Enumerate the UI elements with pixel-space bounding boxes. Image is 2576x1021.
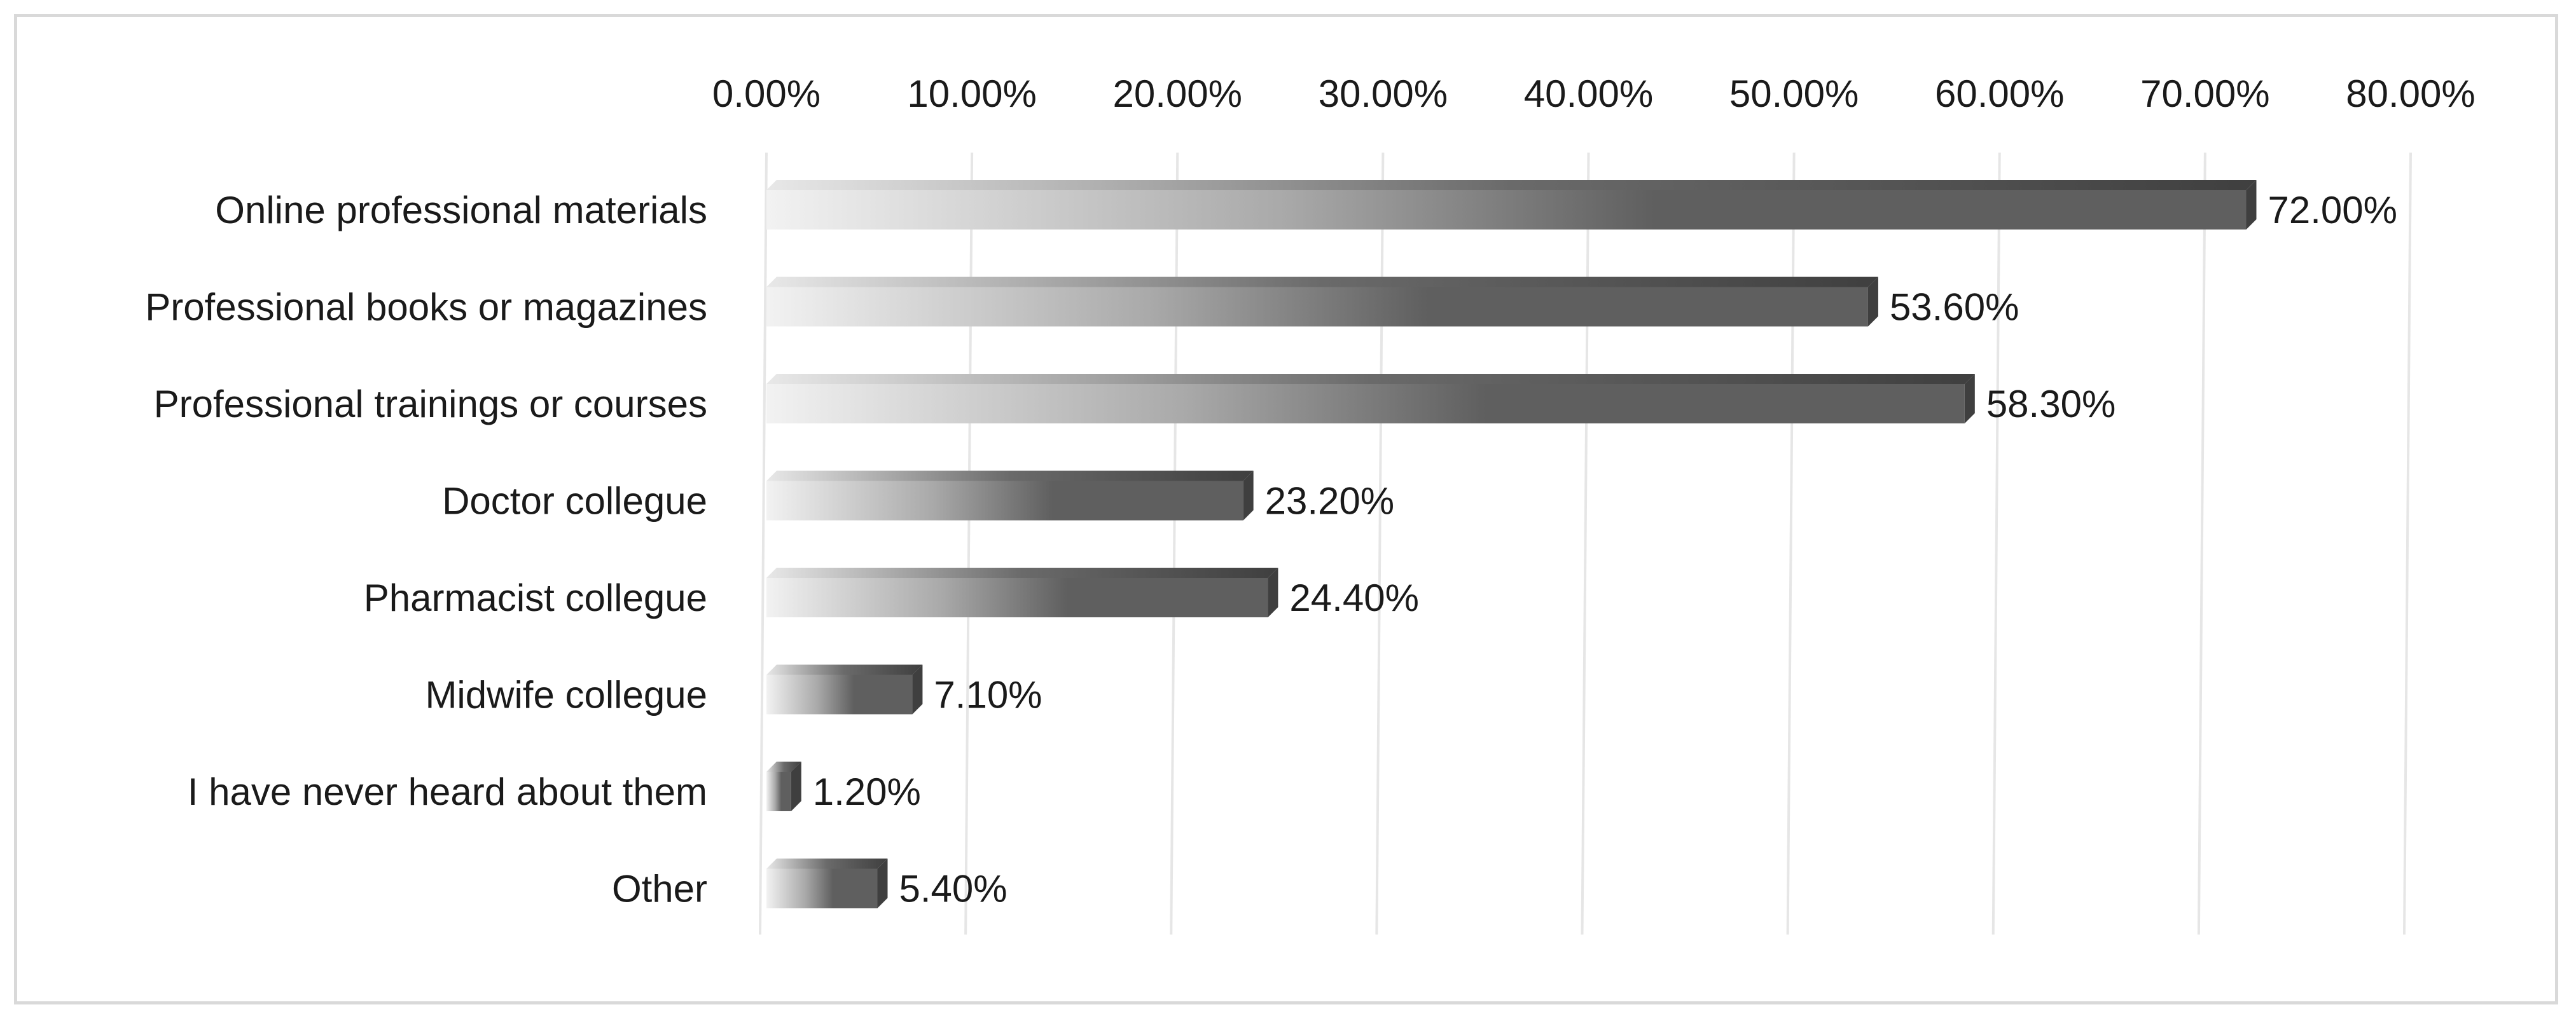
x-tick-label: 40.00% [1524,72,1654,115]
bar-top-face [766,180,2257,190]
gridline [1581,152,1590,935]
data-label: 1.20% [813,771,921,813]
bar [766,277,1878,327]
bar-top-face [766,470,1254,481]
bar-side-face [877,858,888,908]
x-tick-label: 70.00% [2140,72,2270,115]
bar-front-face [766,287,1868,327]
gridline [1170,152,1179,935]
data-label: 23.20% [1265,480,1394,523]
bar-side-face [2246,180,2257,230]
chart-frame [14,14,2558,1004]
category-labels: Online professional materials Professiona… [145,189,707,910]
category-label: Professional trainings or courses [154,383,707,425]
bar [766,374,1975,423]
bar [766,180,2257,230]
gridline [1375,152,1385,935]
category-label: Doctor collegue [442,480,707,523]
gridline [964,152,974,935]
bar-front-face [766,578,1268,617]
data-labels: 72.00% 53.60% 58.30% 23.20% 24.40% 7.10% 1.20%… [813,189,2397,910]
bar [766,664,923,715]
x-tick-label: 30.00% [1319,72,1448,115]
bar-front-face [766,772,791,811]
bar [766,568,1278,617]
x-tick-label: 80.00% [2346,72,2476,115]
bar-front-face [766,868,878,908]
bar-front-face [766,675,913,715]
bar-top-face [766,858,888,869]
x-axis-tick-labels: 0.00% 10.00% 20.00% 30.00% 40.00% 50.00% 60.00… [712,72,2476,115]
category-label: Professional books or magazines [145,286,707,329]
gridline [2197,152,2206,935]
data-label: 24.40% [1289,577,1419,619]
bar-front-face [766,384,1965,423]
bar-side-face [791,762,801,811]
bar [766,858,888,908]
gridline [1991,152,2001,935]
category-label: Midwife collegue [425,674,707,716]
x-tick-label: 60.00% [1935,72,2065,115]
category-label: I have never heard about them [188,771,707,813]
bar-side-face [1268,568,1278,617]
gridline [1786,152,1796,935]
category-label: Online professional materials [215,189,707,231]
bar-side-face [1964,374,1975,423]
bar-top-face [766,568,1278,578]
data-label: 53.60% [1890,286,2019,329]
gridline [759,152,768,935]
data-label: 58.30% [1986,383,2116,425]
bar-side-face [912,664,923,715]
x-tick-label: 50.00% [1729,72,1859,115]
data-label: 5.40% [899,868,1007,910]
gridline [2403,152,2412,935]
bar-side-face [1867,277,1878,327]
bar-top-face [766,277,1878,287]
bar-front-face [766,481,1243,521]
bar-front-face [766,190,2247,230]
gridlines [759,152,2412,935]
category-label: Other [612,868,707,910]
bar [766,762,801,811]
bar-top-face [766,664,923,675]
x-tick-label: 20.00% [1113,72,1243,115]
bar-top-face [766,374,1975,384]
x-tick-label: 10.00% [907,72,1037,115]
data-label: 7.10% [934,674,1042,716]
bar-side-face [1243,470,1254,521]
data-label: 72.00% [2268,189,2398,231]
bar-top-face [766,762,801,772]
category-label: Pharmacist collegue [364,577,707,619]
x-tick-label: 0.00% [712,72,821,115]
bars [766,180,2257,908]
bar [766,470,1254,521]
